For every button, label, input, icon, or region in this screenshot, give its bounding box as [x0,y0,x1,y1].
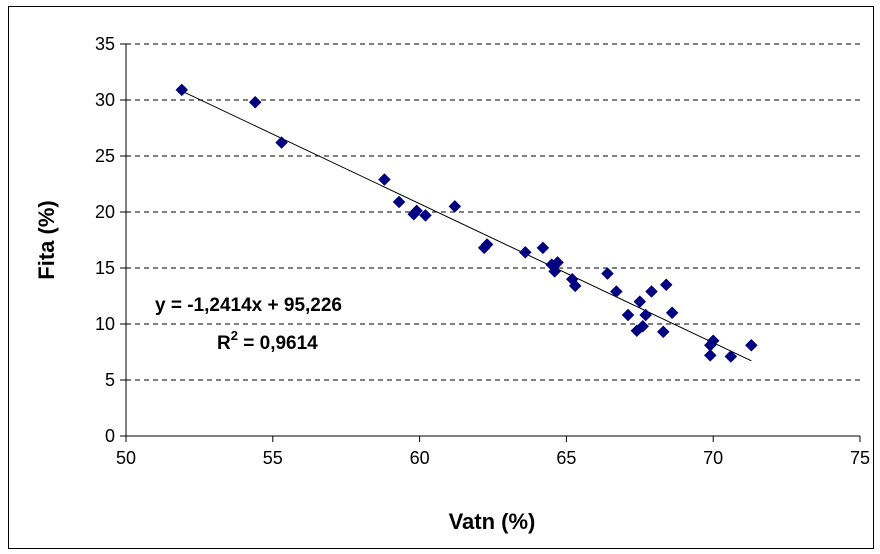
data-point-12 [518,245,532,259]
x-axis-title: Vatn (%) [449,509,536,534]
data-points [175,83,758,363]
data-point-31 [703,349,717,362]
data-point-5 [392,195,406,209]
y-tick-label-30: 30 [95,90,115,110]
chart-frame: 0 5 10 15 20 25 30 35 50 55 60 65 70 75 y = -1,2414x … [8,6,874,549]
data-point-2 [248,95,262,109]
data-point-26 [645,285,658,298]
data-point-34 [745,338,758,352]
y-tick-label-15: 15 [95,258,115,278]
data-point-33 [724,350,738,363]
data-point-28 [659,278,673,292]
x-tick-label-60: 60 [410,448,430,468]
x-tick-label-70: 70 [703,448,723,468]
data-point-32 [706,334,720,348]
data-point-23 [633,295,647,308]
trendline [181,90,752,362]
y-tick-label-20: 20 [95,202,115,222]
data-point-27 [656,325,670,339]
data-point-19 [601,267,614,280]
r-squared-symbol: R [217,333,231,354]
y-tick-label-25: 25 [95,146,115,166]
x-tick-label-55: 55 [263,448,283,468]
tick-labels: 0 5 10 15 20 25 30 35 50 55 60 65 70 75 [95,34,870,468]
data-point-24 [636,319,650,333]
x-tick-label-50: 50 [116,448,136,468]
trendline-layer [181,90,752,362]
r-squared-superscript: 2 [231,328,238,343]
data-point-8 [419,209,432,222]
y-tick-label-5: 5 [105,370,115,390]
data-point-11 [480,238,494,251]
x-tick-label-75: 75 [850,448,870,468]
data-point-9 [448,200,462,213]
y-tick-label-0: 0 [105,426,115,446]
r-squared-value: = 0,9614 [238,333,318,354]
data-point-4 [378,173,391,186]
data-point-7 [410,204,424,218]
data-point-13 [536,241,550,255]
data-point-25 [639,308,653,322]
data-point-20 [609,285,623,298]
r-squared-label: R2 = 0,9614 [217,328,318,354]
data-point-1 [175,83,189,97]
y-tick-label-10: 10 [95,314,115,334]
y-axis-title: Fita (%) [34,200,59,279]
scatter-chart: 0 5 10 15 20 25 30 35 50 55 60 65 70 75 y = -1,2414x … [34,34,870,534]
x-tick-label-65: 65 [556,448,576,468]
trendline-equation: y = -1,2414x + 95,226 [155,295,342,316]
data-point-16 [551,256,564,269]
data-point-18 [568,279,582,293]
data-point-29 [665,306,679,320]
data-point-21 [621,308,635,322]
data-point-3 [275,136,288,149]
axes [120,43,861,442]
y-tick-label-35: 35 [95,34,115,54]
